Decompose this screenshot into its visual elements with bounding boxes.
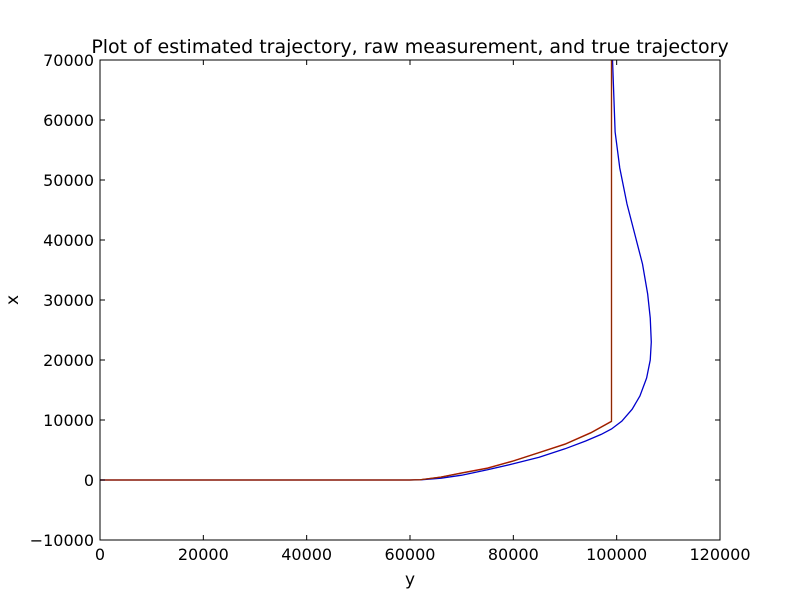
x-tick-label: 0 [95, 545, 105, 564]
series-group [100, 59, 652, 481]
y-tick-label: 0 [84, 471, 94, 490]
x-tick-label: 80000 [488, 545, 539, 564]
y-tick-label: 10000 [43, 411, 94, 430]
x-tick-label: 20000 [178, 545, 229, 564]
x-tick-label: 120000 [689, 545, 750, 564]
y-tick-label: 30000 [43, 291, 94, 310]
x-ticks: 0 20000 40000 60000 80000 100000 120000 [95, 60, 751, 564]
y-tick-label: 60000 [43, 111, 94, 130]
plot-frame [99, 59, 721, 541]
y-tick-label: 50000 [43, 171, 94, 190]
x-tick-label: 40000 [281, 545, 332, 564]
y-tick-label: 70000 [43, 51, 94, 70]
x-tick-label: 100000 [586, 545, 647, 564]
series-line-2 [100, 60, 613, 481]
x-axis-label: y [405, 570, 415, 590]
x-tick-label: 60000 [385, 545, 436, 564]
series-line-3 [100, 60, 613, 481]
y-tick-label: 40000 [43, 231, 94, 250]
y-axis-label: x [3, 295, 23, 305]
series-line-1 [100, 59, 652, 481]
y-tick-label: −10000 [30, 531, 94, 550]
chart-title: Plot of estimated trajectory, raw measur… [91, 36, 728, 58]
y-ticks: −10000 0 10000 20000 30000 40000 50000 60000 700… [30, 51, 720, 550]
y-tick-label: 20000 [43, 351, 94, 370]
